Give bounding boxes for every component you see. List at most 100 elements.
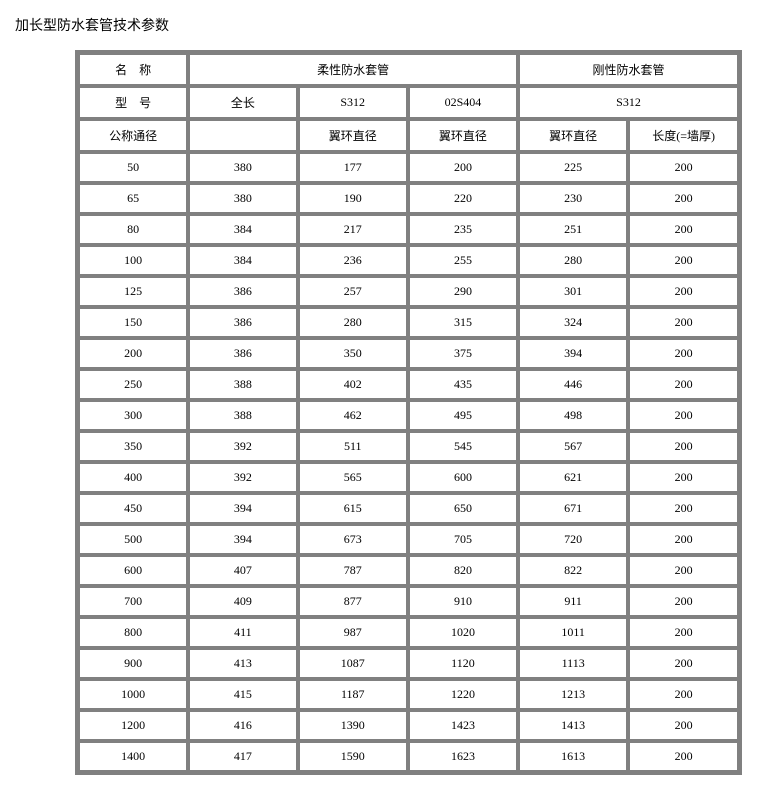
table-cell: 200 [629,463,738,492]
page-title: 加长型防水套管技术参数 [15,15,742,35]
table-cell: 911 [519,587,627,616]
table-cell: 600 [79,556,187,585]
table-cell: 388 [189,370,296,399]
table-cell: 350 [299,339,407,368]
table-cell: 200 [629,525,738,554]
table-cell: 236 [299,246,407,275]
table-row: 1400417159016231613200 [79,742,738,771]
table-cell: 125 [79,277,187,306]
table-row: 700409877910911200 [79,587,738,616]
table-cell: 511 [299,432,407,461]
table-cell: 671 [519,494,627,523]
table-cell: 462 [299,401,407,430]
table-cell: 200 [629,401,738,430]
table-cell: 384 [189,215,296,244]
table-cell: 200 [629,618,738,647]
table-cell: 417 [189,742,296,771]
table-row: 900413108711201113200 [79,649,738,678]
table-cell: 257 [299,277,407,306]
table-cell: 415 [189,680,296,709]
table-row: 250388402435446200 [79,370,738,399]
table-cell: 820 [409,556,517,585]
table-cell: 200 [629,339,738,368]
header-row-3: 公称通径 翼环直径 翼环直径 翼环直径 长度(=墙厚) [79,120,738,151]
hdr-s312-b: S312 [519,87,738,118]
table-cell: 200 [629,649,738,678]
table-row: 1000415118712201213200 [79,680,738,709]
table-row: 500394673705720200 [79,525,738,554]
table-cell: 673 [299,525,407,554]
table-cell: 200 [629,432,738,461]
table-cell: 500 [79,525,187,554]
table-cell: 200 [629,587,738,616]
table-cell: 498 [519,401,627,430]
table-cell: 1200 [79,711,187,740]
table-cell: 411 [189,618,296,647]
table-cell: 1423 [409,711,517,740]
table-cell: 910 [409,587,517,616]
table-cell: 200 [629,246,738,275]
table-cell: 1590 [299,742,407,771]
table-cell: 1120 [409,649,517,678]
table-cell: 705 [409,525,517,554]
table-cell: 220 [409,184,517,213]
parameter-table: 名 称 柔性防水套管 刚性防水套管 型 号 全长 S312 02S404 S31… [75,50,742,775]
table-cell: 1400 [79,742,187,771]
hdr-wing-b: 翼环直径 [409,120,517,151]
table-cell: 394 [189,494,296,523]
table-cell: 225 [519,153,627,182]
table-cell: 235 [409,215,517,244]
table-cell: 217 [299,215,407,244]
table-cell: 407 [189,556,296,585]
table-cell: 280 [519,246,627,275]
table-cell: 446 [519,370,627,399]
table-cell: 987 [299,618,407,647]
table-cell: 255 [409,246,517,275]
table-cell: 200 [629,308,738,337]
table-cell: 386 [189,277,296,306]
table-cell: 200 [629,556,738,585]
table-cell: 495 [409,401,517,430]
table-row: 400392565600621200 [79,463,738,492]
table-cell: 386 [189,308,296,337]
table-cell: 1623 [409,742,517,771]
hdr-02s404: 02S404 [409,87,517,118]
hdr-s312-a: S312 [299,87,407,118]
table-cell: 80 [79,215,187,244]
table-cell: 700 [79,587,187,616]
table-row: 1200416139014231413200 [79,711,738,740]
table-cell: 545 [409,432,517,461]
table-row: 50380177200225200 [79,153,738,182]
header-row-1: 名 称 柔性防水套管 刚性防水套管 [79,54,738,85]
table-cell: 416 [189,711,296,740]
hdr-name: 名 称 [79,54,187,85]
hdr-wing-c: 翼环直径 [519,120,627,151]
table-cell: 150 [79,308,187,337]
table-cell: 400 [79,463,187,492]
table-cell: 1087 [299,649,407,678]
table-cell: 822 [519,556,627,585]
table-cell: 230 [519,184,627,213]
table-cell: 450 [79,494,187,523]
table-cell: 413 [189,649,296,678]
header-row-2: 型 号 全长 S312 02S404 S312 [79,87,738,118]
hdr-wing-a: 翼环直径 [299,120,407,151]
table-cell: 800 [79,618,187,647]
hdr-full-length: 全长 [189,87,296,118]
table-cell: 200 [79,339,187,368]
table-cell: 435 [409,370,517,399]
table-row: 125386257290301200 [79,277,738,306]
hdr-nominal: 公称通径 [79,120,187,151]
table-cell: 280 [299,308,407,337]
table-cell: 394 [189,525,296,554]
table-row: 80041198710201011200 [79,618,738,647]
table-cell: 615 [299,494,407,523]
table-cell: 350 [79,432,187,461]
table-cell: 200 [409,153,517,182]
table-cell: 301 [519,277,627,306]
table-cell: 251 [519,215,627,244]
table-cell: 200 [629,494,738,523]
table-cell: 380 [189,184,296,213]
table-cell: 200 [629,742,738,771]
table-cell: 409 [189,587,296,616]
